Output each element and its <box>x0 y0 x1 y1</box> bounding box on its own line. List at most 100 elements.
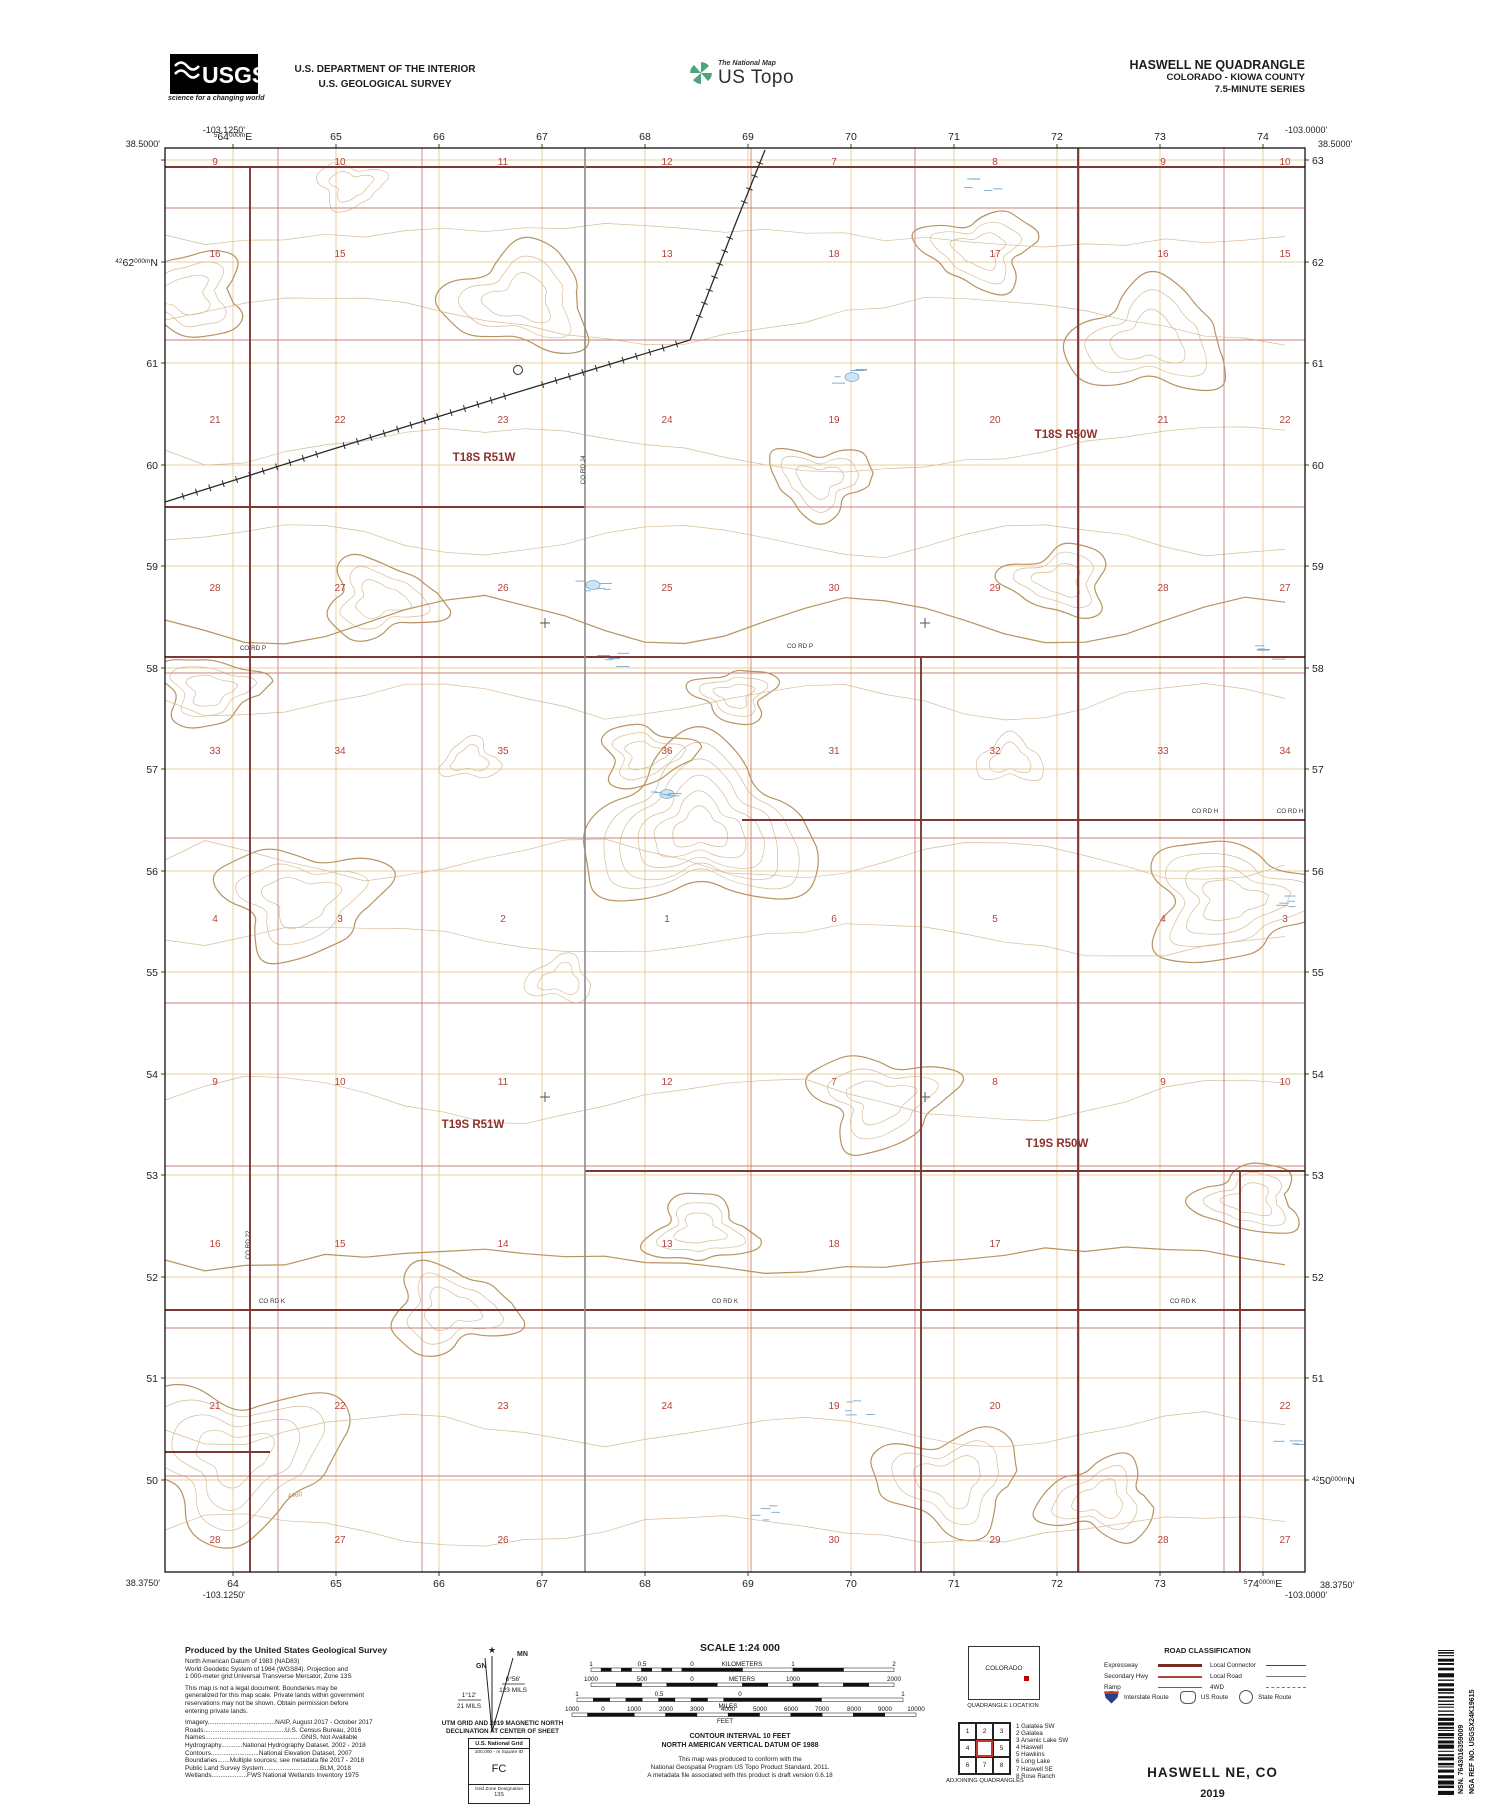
scale-bar-segment <box>616 1682 642 1687</box>
section-number: 28 <box>209 1535 221 1546</box>
grid-coordinate-label: 51 <box>1312 1373 1324 1385</box>
grid-coordinate-label: 73 <box>1154 131 1166 143</box>
scale-bar-segment <box>707 1697 724 1702</box>
scale-bar-segment <box>625 1697 643 1702</box>
contour-line <box>624 740 671 771</box>
scale-bar-segment <box>790 1712 823 1717</box>
tspan: 50 <box>1319 1475 1331 1487</box>
railroad-tie <box>436 413 440 421</box>
adj-cell: 1 <box>959 1723 976 1740</box>
section-number: 15 <box>1279 249 1291 260</box>
scale-bar-label: 2 <box>892 1661 896 1668</box>
grid-coordinate-label: 71 <box>948 131 960 143</box>
grid-coordinate-label: 60 <box>1312 460 1324 472</box>
grid-coordinate-label: 58 <box>1312 663 1324 675</box>
barcode-bar <box>1438 1673 1454 1678</box>
section-number: 5 <box>992 914 998 925</box>
contour-line <box>165 223 1286 248</box>
section-number: 14 <box>497 1239 509 1250</box>
contour-line <box>698 676 769 717</box>
declination-caption: UTM GRID AND 2019 MAGNETIC NORTH DECLINA… <box>441 1720 564 1735</box>
scale-bar-segment <box>593 1697 610 1702</box>
quad-location-caption: QUADRANGLE LOCATION <box>967 1703 1039 1709</box>
grid-coordinate-label: 57 <box>1312 764 1324 776</box>
adjoining-caption: ADJOINING QUADRANGLES <box>946 1778 1024 1784</box>
section-number: 27 <box>1279 1535 1291 1546</box>
road-classification-legend: Expressway Local Connector Secondary Hwy… <box>1104 1660 1316 1693</box>
contour-line <box>611 732 687 781</box>
barcode-bar <box>1438 1780 1454 1785</box>
secondary-hwy-line-sample <box>1158 1675 1202 1678</box>
section-number: 6 <box>831 914 837 925</box>
road-name-label: CO RD P <box>240 645 266 652</box>
contour-line <box>845 1080 918 1126</box>
scale-bar-label: 8000 <box>847 1706 862 1713</box>
sheet-title: HASWELL NE, CO <box>1147 1765 1278 1780</box>
railroad-tie <box>409 421 413 429</box>
section-number: 10 <box>1279 157 1291 168</box>
contour-line <box>994 542 1107 619</box>
contour-line <box>769 447 874 525</box>
contour-line <box>1051 1465 1138 1530</box>
section-number: 15 <box>334 249 346 260</box>
tspan: 74 <box>1247 1578 1259 1590</box>
contour-line <box>165 250 244 338</box>
scale-bar-unit: MILES <box>719 1703 738 1710</box>
section-number: 23 <box>497 415 509 426</box>
section-number: 25 <box>661 583 673 594</box>
contour-line <box>637 774 765 869</box>
adj-item: 1 Galatea SW <box>1016 1723 1055 1730</box>
usng-zone-label: Grid Zone Designation <box>469 1784 529 1792</box>
contour-line <box>1071 1478 1124 1519</box>
usng-title: U.S. National Grid <box>469 1739 529 1749</box>
scale-bar-segment <box>641 1682 667 1687</box>
section-number: 30 <box>828 1535 840 1546</box>
scale-bar-unit: FEET <box>717 1718 733 1725</box>
barcode-bar <box>1438 1713 1454 1716</box>
legend-label: Secondary Hwy <box>1104 1673 1149 1680</box>
railroad-tie <box>648 348 652 356</box>
scale-bar-segment <box>621 1667 632 1672</box>
contour-line <box>1219 1182 1273 1216</box>
tspan: 5 <box>214 132 218 139</box>
contour-line <box>316 162 389 213</box>
section-number: 16 <box>209 249 221 260</box>
adj-item: 2 Galatea <box>1016 1730 1043 1738</box>
adj-cell: 7 <box>976 1757 993 1774</box>
barcode-bar <box>1438 1726 1454 1729</box>
contour-line <box>449 744 490 772</box>
interstate-shield-icon <box>1104 1690 1119 1704</box>
corner-coordinate: -103.1250' <box>203 125 246 135</box>
road-name-label: CO RD K <box>1170 1298 1197 1305</box>
declination-diagram: ★ MN GN 6°56' 123 MILS 1°12' 21 MILS <box>457 1645 528 1733</box>
section-number: 10 <box>334 157 346 168</box>
railroad <box>164 149 766 503</box>
grid-coordinate-label: 72 <box>1051 1578 1063 1590</box>
contour-line <box>929 221 1022 285</box>
utm-grid <box>165 148 1305 1572</box>
legend-label: Ramp <box>1104 1684 1121 1691</box>
grid-coordinate-label: 72 <box>1051 131 1063 143</box>
route-shield-legend: Interstate Route US Route State Route <box>1104 1690 1319 1704</box>
section-number: 16 <box>209 1239 221 1250</box>
legend-label: Expressway <box>1104 1662 1138 1669</box>
local-road-line-sample <box>1266 1676 1306 1677</box>
mn-angle: 6°56' <box>506 1675 521 1683</box>
grid-coordinate-label: 70 <box>845 131 857 143</box>
scale-bar-label: 1 <box>791 1661 795 1668</box>
state-locator-box: COLORADO <box>968 1646 1040 1700</box>
contour-line <box>438 735 503 779</box>
barcode-bar <box>1438 1650 1454 1652</box>
scale-bar-segment <box>792 1667 844 1672</box>
railroad-tie <box>382 429 386 437</box>
barcode-bar <box>1438 1740 1454 1744</box>
grid-coordinate-label: 57 <box>146 764 158 776</box>
section-number: 19 <box>828 1401 840 1412</box>
barcode-bar <box>1438 1655 1454 1657</box>
section-number: 4 <box>1160 914 1166 925</box>
scale-title: SCALE 1:24 000 <box>700 1642 780 1654</box>
scale-bar-segment <box>590 1667 602 1672</box>
contour-line <box>795 465 845 500</box>
